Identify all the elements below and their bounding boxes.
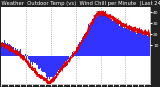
Title: Milwaukee Weather  Outdoor Temp (vs)  Wind Chill per Minute  (Last 24 Hours): Milwaukee Weather Outdoor Temp (vs) Wind… — [0, 1, 160, 6]
